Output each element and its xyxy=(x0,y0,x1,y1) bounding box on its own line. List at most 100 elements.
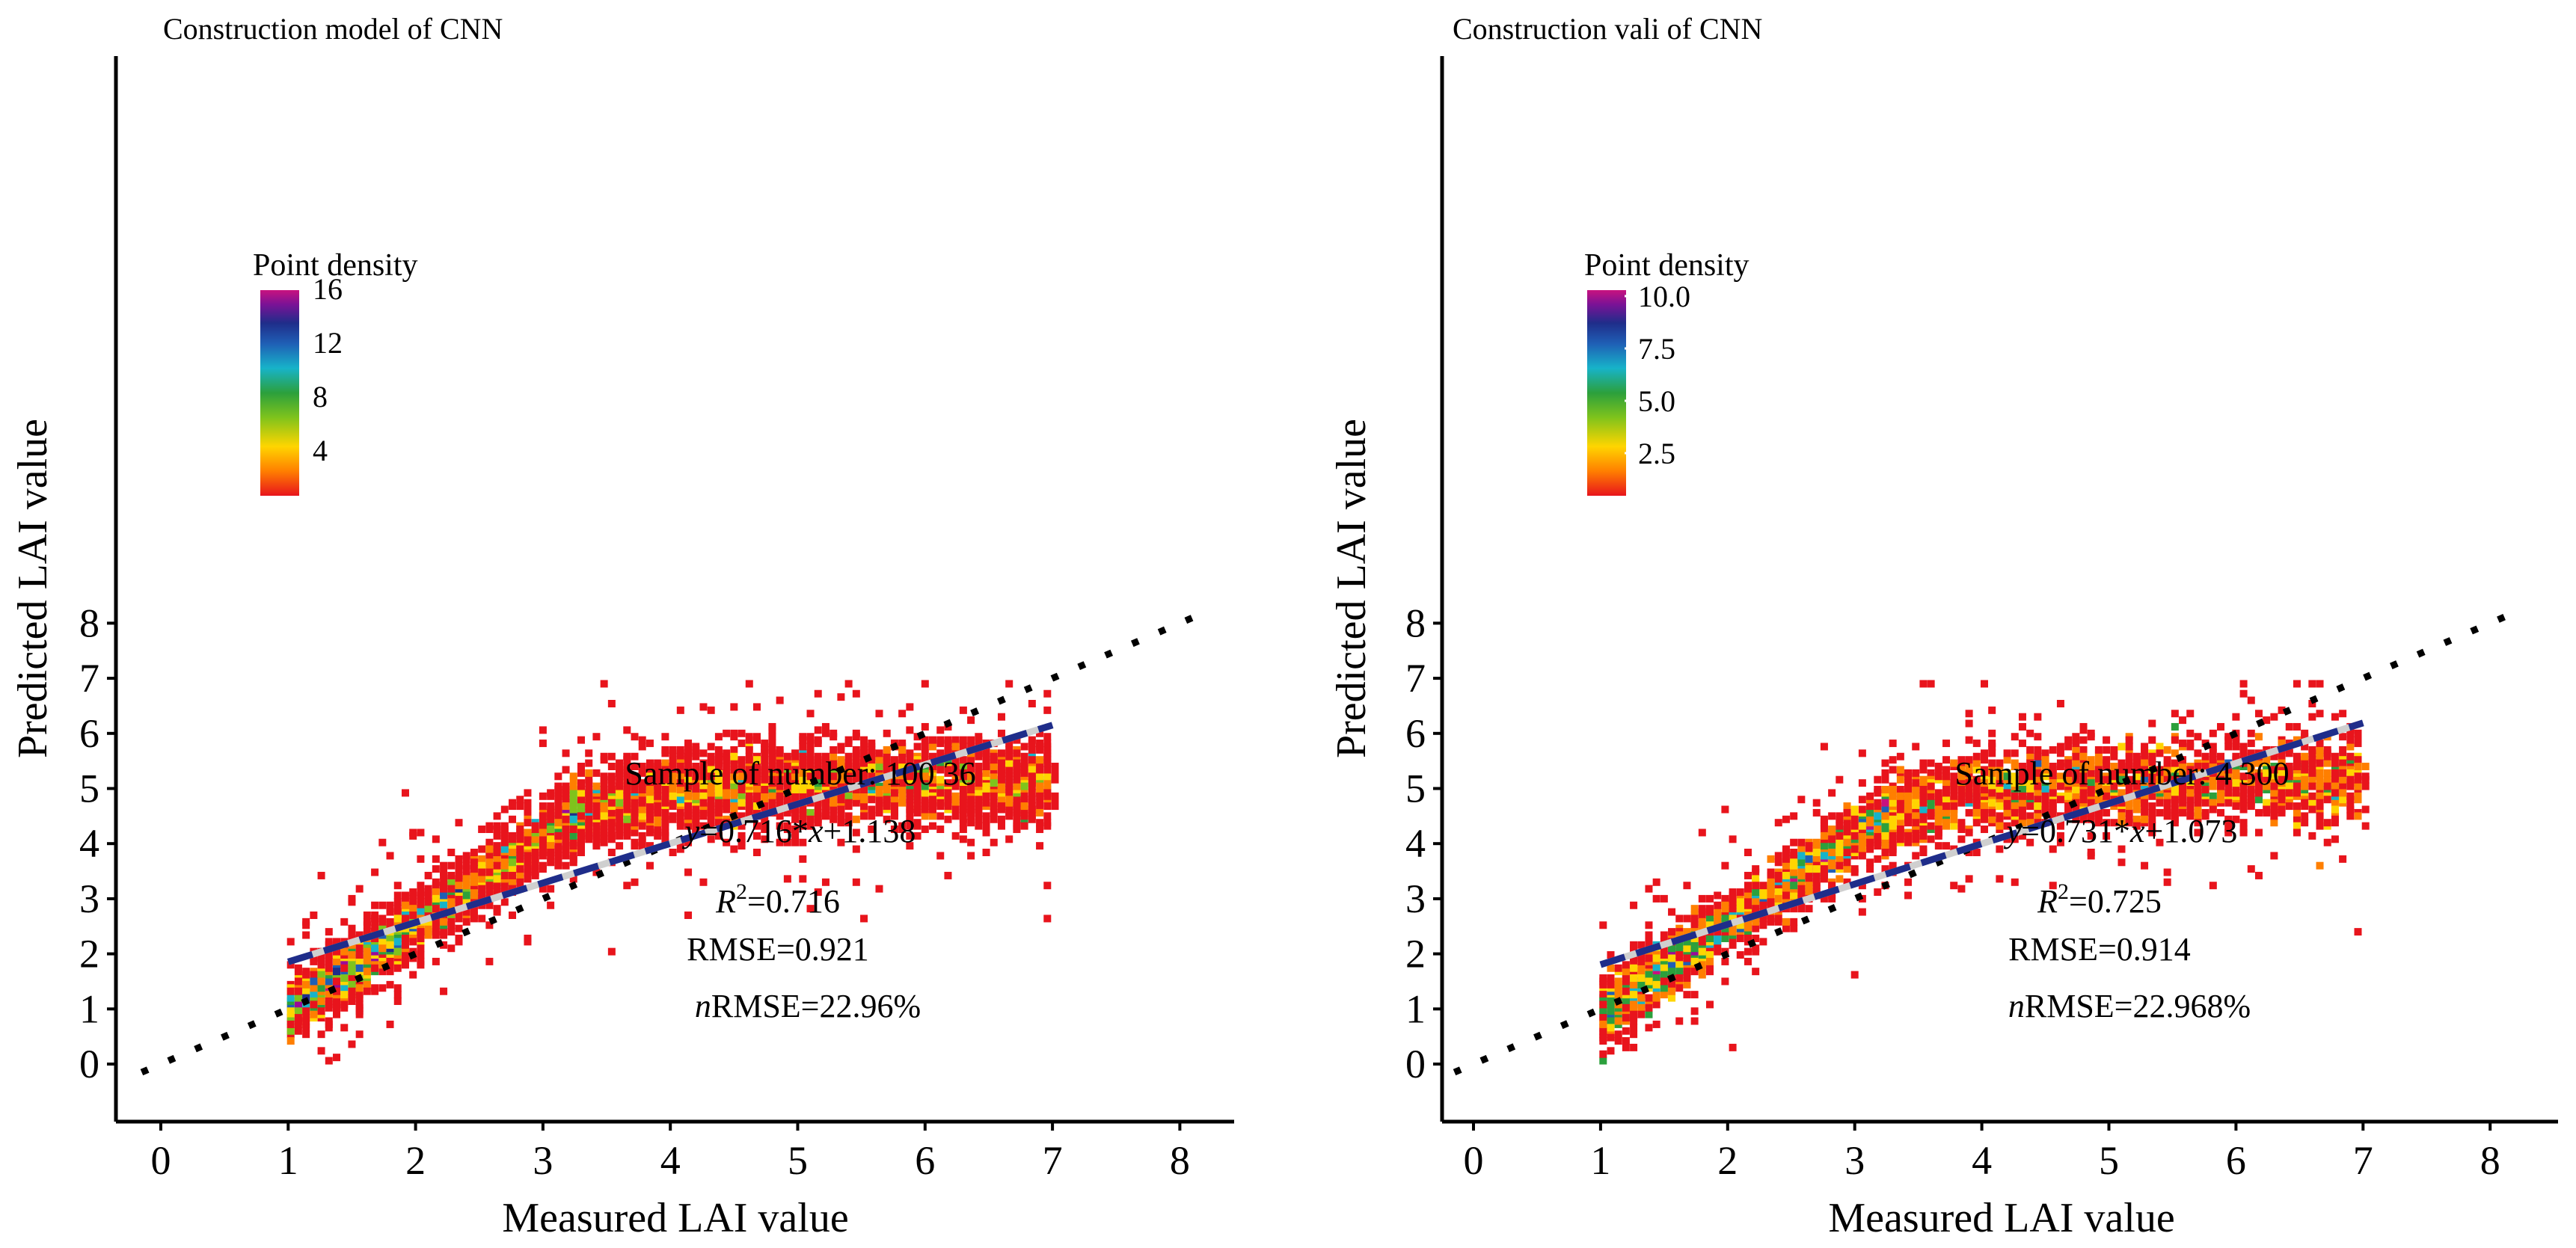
density-point xyxy=(1645,938,1653,946)
density-point xyxy=(844,799,853,807)
density-point xyxy=(1599,980,1607,989)
density-point xyxy=(1020,792,1028,800)
density-point xyxy=(1744,848,1752,856)
density-point xyxy=(2034,802,2042,811)
density-point xyxy=(585,802,593,811)
density-point xyxy=(2034,759,2042,767)
density-point xyxy=(493,812,501,820)
density-point xyxy=(310,1010,318,1018)
density-point xyxy=(393,964,402,972)
density-point xyxy=(2148,752,2156,760)
density-point xyxy=(761,785,769,793)
density-point xyxy=(417,908,425,916)
density-point xyxy=(936,852,945,860)
density-point xyxy=(982,769,990,777)
density-point xyxy=(447,871,456,879)
density-point xyxy=(325,957,333,965)
density-point xyxy=(814,736,822,744)
density-point xyxy=(1614,991,1622,999)
density-point xyxy=(913,819,921,827)
density-points xyxy=(1599,680,2370,1065)
density-point xyxy=(875,710,883,718)
density-point xyxy=(1028,766,1036,774)
x-tick-label: 0 xyxy=(151,1138,171,1183)
density-point xyxy=(470,858,478,867)
density-point xyxy=(1881,775,1889,784)
density-point xyxy=(340,991,349,999)
density-point xyxy=(2026,772,2034,781)
density-point xyxy=(1950,808,1958,817)
density-point xyxy=(2301,766,2309,774)
density-point xyxy=(1912,743,1920,751)
density-point xyxy=(1965,829,1973,837)
density-point xyxy=(2171,759,2179,767)
density-point xyxy=(2056,743,2064,751)
density-point xyxy=(547,792,555,800)
density-point xyxy=(990,799,998,807)
density-point xyxy=(409,971,417,979)
density-point xyxy=(967,819,975,827)
density-point xyxy=(539,726,547,734)
density-point xyxy=(1744,882,1752,890)
density-point xyxy=(1919,792,1928,800)
density-point xyxy=(1660,991,1668,999)
density-point xyxy=(417,829,425,837)
density-point xyxy=(1858,822,1866,830)
density-point xyxy=(723,769,731,777)
density-point xyxy=(340,974,349,983)
density-point xyxy=(959,772,967,781)
density-point xyxy=(1927,792,1935,800)
density-point xyxy=(921,772,929,781)
density-point xyxy=(714,789,723,797)
density-point xyxy=(1683,954,1691,962)
density-point xyxy=(1660,894,1668,903)
density-point xyxy=(616,792,624,800)
density-point xyxy=(2110,752,2118,760)
density-point xyxy=(745,733,753,741)
density-point xyxy=(1881,805,1889,814)
density-point xyxy=(669,792,677,800)
density-point xyxy=(638,822,646,830)
density-point xyxy=(631,752,639,760)
density-point xyxy=(1858,838,1866,846)
density-point xyxy=(592,782,601,790)
legend: Point density 10.07.55.02.5 xyxy=(1584,248,1749,496)
density-point xyxy=(921,743,929,751)
density-point xyxy=(455,865,463,873)
density-point xyxy=(2239,826,2248,834)
density-point xyxy=(417,888,425,897)
density-point xyxy=(577,782,585,790)
density-point xyxy=(723,799,731,807)
density-point xyxy=(1874,799,1882,807)
density-point xyxy=(2301,759,2309,767)
density-point xyxy=(799,736,807,744)
density-point xyxy=(638,785,646,793)
density-point xyxy=(1668,944,1676,953)
density-point xyxy=(623,799,631,807)
density-point xyxy=(286,961,295,969)
density-point xyxy=(1881,865,1889,873)
density-point xyxy=(2346,792,2355,800)
density-point xyxy=(1790,917,1798,926)
density-point xyxy=(1736,951,1744,959)
density-point xyxy=(714,799,723,807)
density-point xyxy=(1614,977,1622,986)
density-point xyxy=(699,799,708,807)
density-point xyxy=(1652,1000,1660,1009)
density-point xyxy=(1013,749,1021,757)
density-point xyxy=(1805,905,1813,913)
density-point xyxy=(1020,812,1028,820)
density-point xyxy=(997,802,1005,811)
density-point xyxy=(783,752,791,760)
density-point xyxy=(2087,729,2095,737)
density-point xyxy=(821,812,829,820)
density-point xyxy=(2110,782,2118,790)
density-point xyxy=(1736,921,1744,929)
density-point xyxy=(1051,763,1059,771)
density-point xyxy=(1729,888,1737,897)
density-point xyxy=(539,865,547,873)
density-point xyxy=(2209,729,2217,737)
density-point xyxy=(1904,815,1913,823)
legend-label: 4 xyxy=(313,434,328,467)
